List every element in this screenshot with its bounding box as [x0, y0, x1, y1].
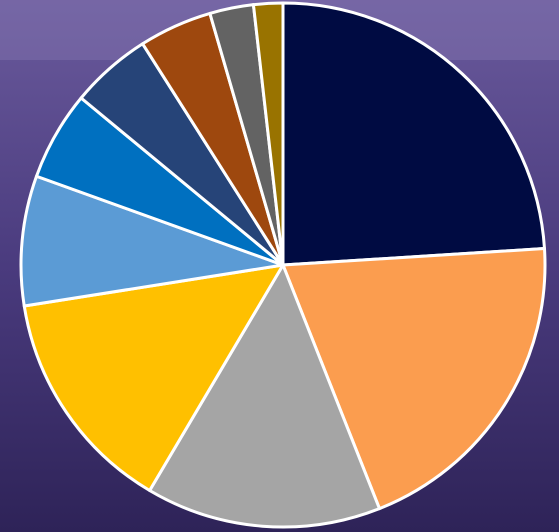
pie-slice [281, 1, 546, 267]
pie-slice [148, 263, 381, 529]
pie-slice [251, 1, 285, 267]
pie-slice [22, 263, 285, 493]
pie-slice [281, 247, 547, 511]
pie-slice [19, 174, 285, 308]
pie [19, 1, 547, 529]
